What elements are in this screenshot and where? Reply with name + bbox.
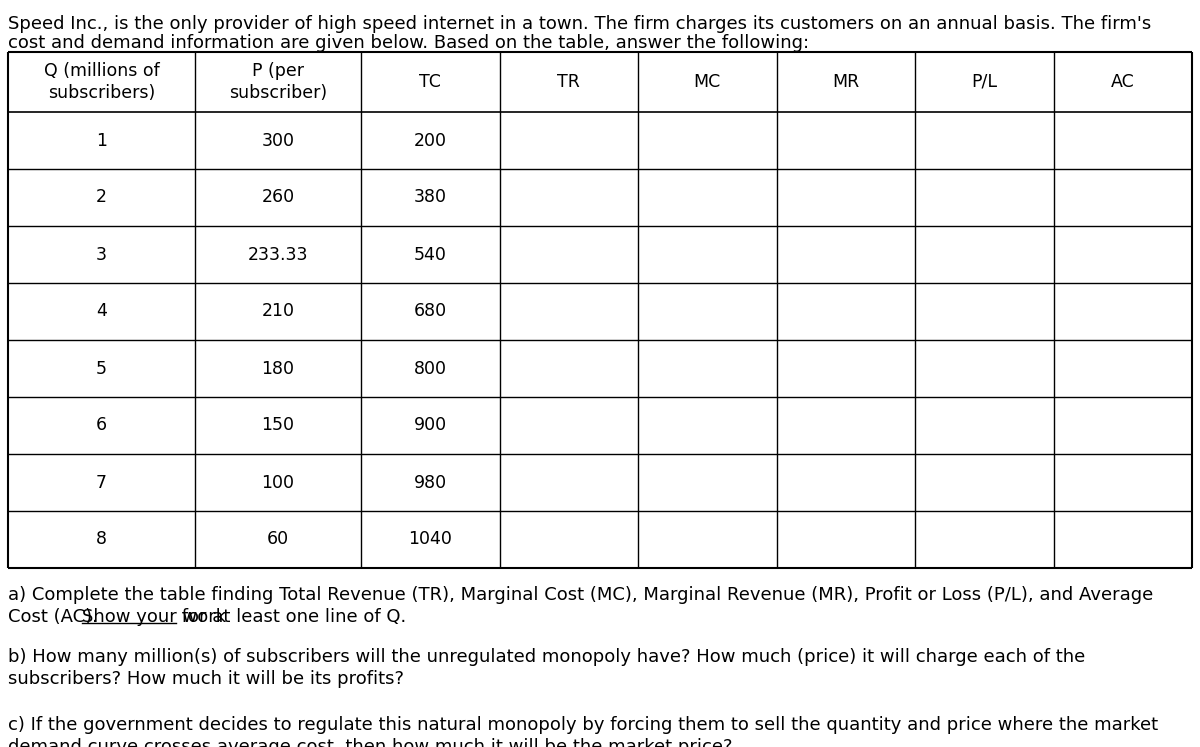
Text: TC: TC	[420, 73, 442, 91]
Text: Q (millions of
subscribers): Q (millions of subscribers)	[43, 62, 160, 102]
Text: 7: 7	[96, 474, 107, 492]
Text: TR: TR	[558, 73, 581, 91]
Text: 380: 380	[414, 188, 446, 206]
Text: 260: 260	[262, 188, 294, 206]
Text: 3: 3	[96, 246, 107, 264]
Text: P (per
subscriber): P (per subscriber)	[229, 62, 328, 102]
Text: 800: 800	[414, 359, 446, 377]
Text: 8: 8	[96, 530, 107, 548]
Text: 100: 100	[262, 474, 294, 492]
Text: 4: 4	[96, 303, 107, 320]
Text: 900: 900	[414, 417, 446, 435]
Text: 5: 5	[96, 359, 107, 377]
Text: b) How many million(s) of subscribers will the unregulated monopoly have? How mu: b) How many million(s) of subscribers wi…	[8, 648, 1085, 666]
Text: 210: 210	[262, 303, 294, 320]
Text: 1040: 1040	[408, 530, 452, 548]
Text: 980: 980	[414, 474, 446, 492]
Text: Show your work: Show your work	[82, 608, 226, 626]
Text: Speed Inc., is the only provider of high speed internet in a town. The firm char: Speed Inc., is the only provider of high…	[8, 15, 1151, 33]
Text: 150: 150	[262, 417, 294, 435]
Text: 180: 180	[262, 359, 294, 377]
Text: a) Complete the table finding Total Revenue (TR), Marginal Cost (MC), Marginal R: a) Complete the table finding Total Reve…	[8, 586, 1153, 604]
Text: 300: 300	[262, 131, 294, 149]
Text: MC: MC	[694, 73, 721, 91]
Text: 540: 540	[414, 246, 446, 264]
Text: for at least one line of Q.: for at least one line of Q.	[175, 608, 406, 626]
Text: c) If the government decides to regulate this natural monopoly by forcing them t: c) If the government decides to regulate…	[8, 716, 1158, 734]
Text: demand curve crosses average cost, then how much it will be the market price?: demand curve crosses average cost, then …	[8, 738, 732, 747]
Text: 200: 200	[414, 131, 446, 149]
Text: 6: 6	[96, 417, 107, 435]
Text: P/L: P/L	[971, 73, 997, 91]
Text: 60: 60	[266, 530, 289, 548]
Text: Cost (AC).: Cost (AC).	[8, 608, 103, 626]
Text: subscribers? How much it will be its profits?: subscribers? How much it will be its pro…	[8, 670, 404, 688]
Text: 233.33: 233.33	[247, 246, 308, 264]
Text: MR: MR	[832, 73, 859, 91]
Text: 1: 1	[96, 131, 107, 149]
Text: 680: 680	[414, 303, 446, 320]
Text: 2: 2	[96, 188, 107, 206]
Text: AC: AC	[1111, 73, 1135, 91]
Text: cost and demand information are given below. Based on the table, answer the foll: cost and demand information are given be…	[8, 34, 809, 52]
